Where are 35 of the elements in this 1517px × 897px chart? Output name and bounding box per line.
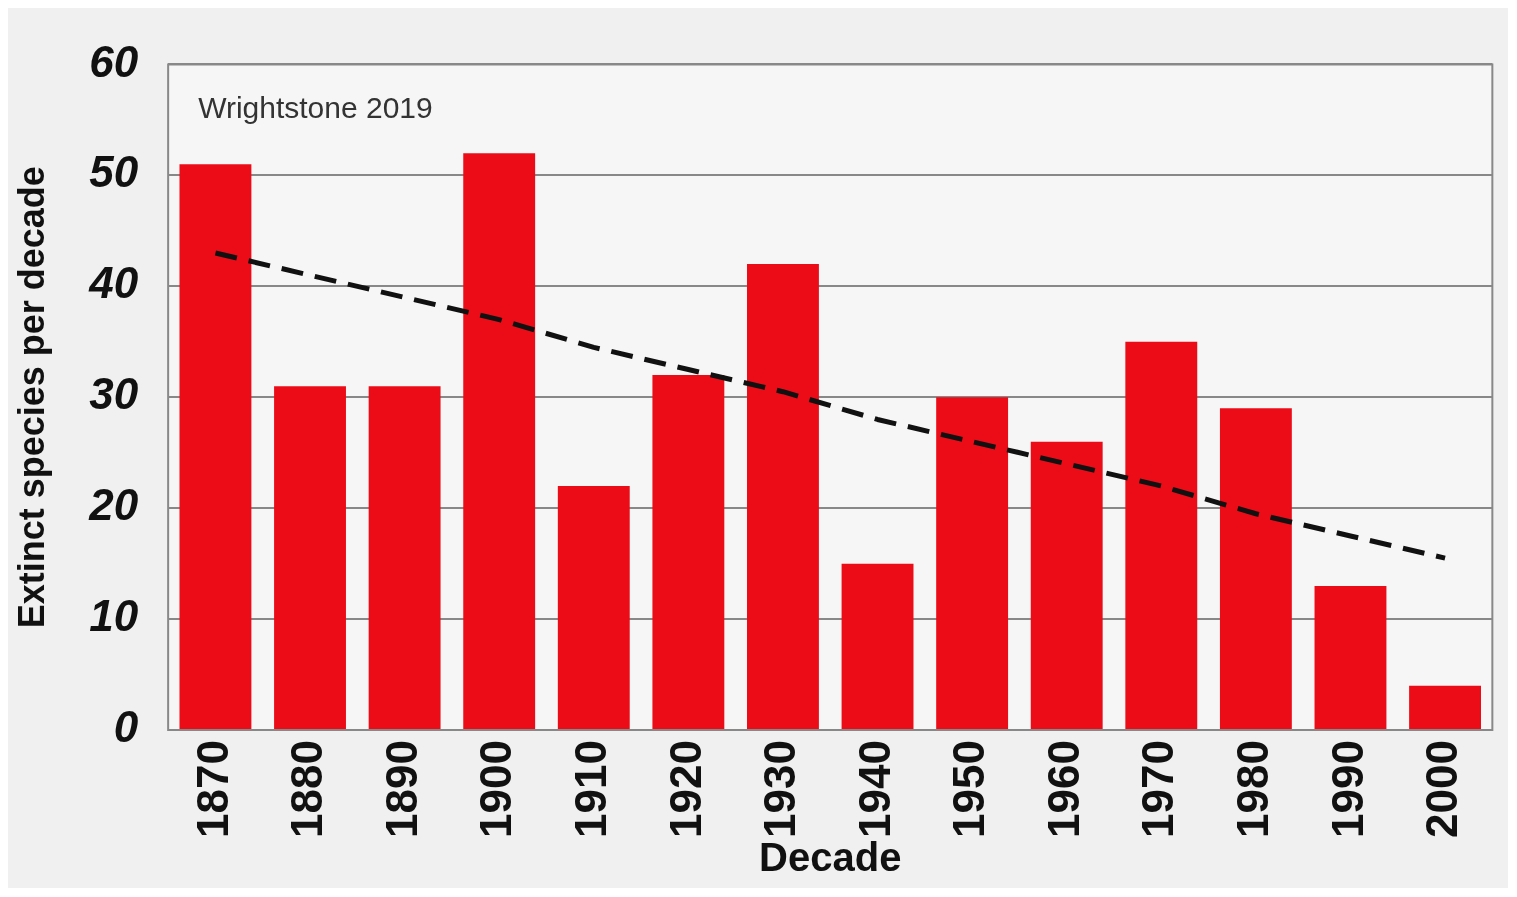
y-tick-label: 0 [113, 702, 139, 752]
y-axis-title: Extinct species per decade [10, 166, 52, 629]
x-tick-label: 1900 [471, 740, 521, 839]
x-tick-label: 1950 [944, 740, 994, 839]
bar [747, 264, 819, 730]
bar [368, 386, 441, 730]
y-tick-label: 10 [89, 591, 139, 641]
y-tick-label: 20 [88, 480, 139, 530]
bar [1314, 585, 1387, 730]
bar [1219, 408, 1292, 730]
bar [1030, 441, 1103, 730]
bar [936, 397, 1009, 730]
bar [463, 153, 536, 730]
x-tick-label: 1980 [1228, 740, 1278, 839]
x-tick-label: 1970 [1133, 740, 1183, 839]
annotation: Wrightstone 2019 [198, 90, 433, 124]
bar [1409, 685, 1481, 730]
y-tick-label: 50 [89, 147, 139, 197]
x-tick-label: 1960 [1038, 740, 1088, 839]
bar [652, 375, 725, 730]
bar [557, 486, 630, 730]
x-tick-label: 1870 [187, 740, 237, 839]
y-tick-label: 40 [88, 258, 139, 308]
bar [1125, 341, 1198, 730]
x-tick-label: 2000 [1417, 740, 1467, 839]
x-tick-label: 1920 [660, 740, 710, 839]
bar [179, 164, 252, 730]
x-tick-label: 1890 [376, 740, 426, 839]
y-tick-label: 60 [89, 36, 139, 86]
x-tick-label: 1910 [565, 740, 615, 839]
x-tick-label: 1990 [1322, 740, 1372, 839]
bar [274, 386, 346, 730]
x-tick-label: 1880 [282, 740, 332, 839]
y-tick-label: 30 [89, 369, 139, 419]
bar [841, 563, 914, 730]
